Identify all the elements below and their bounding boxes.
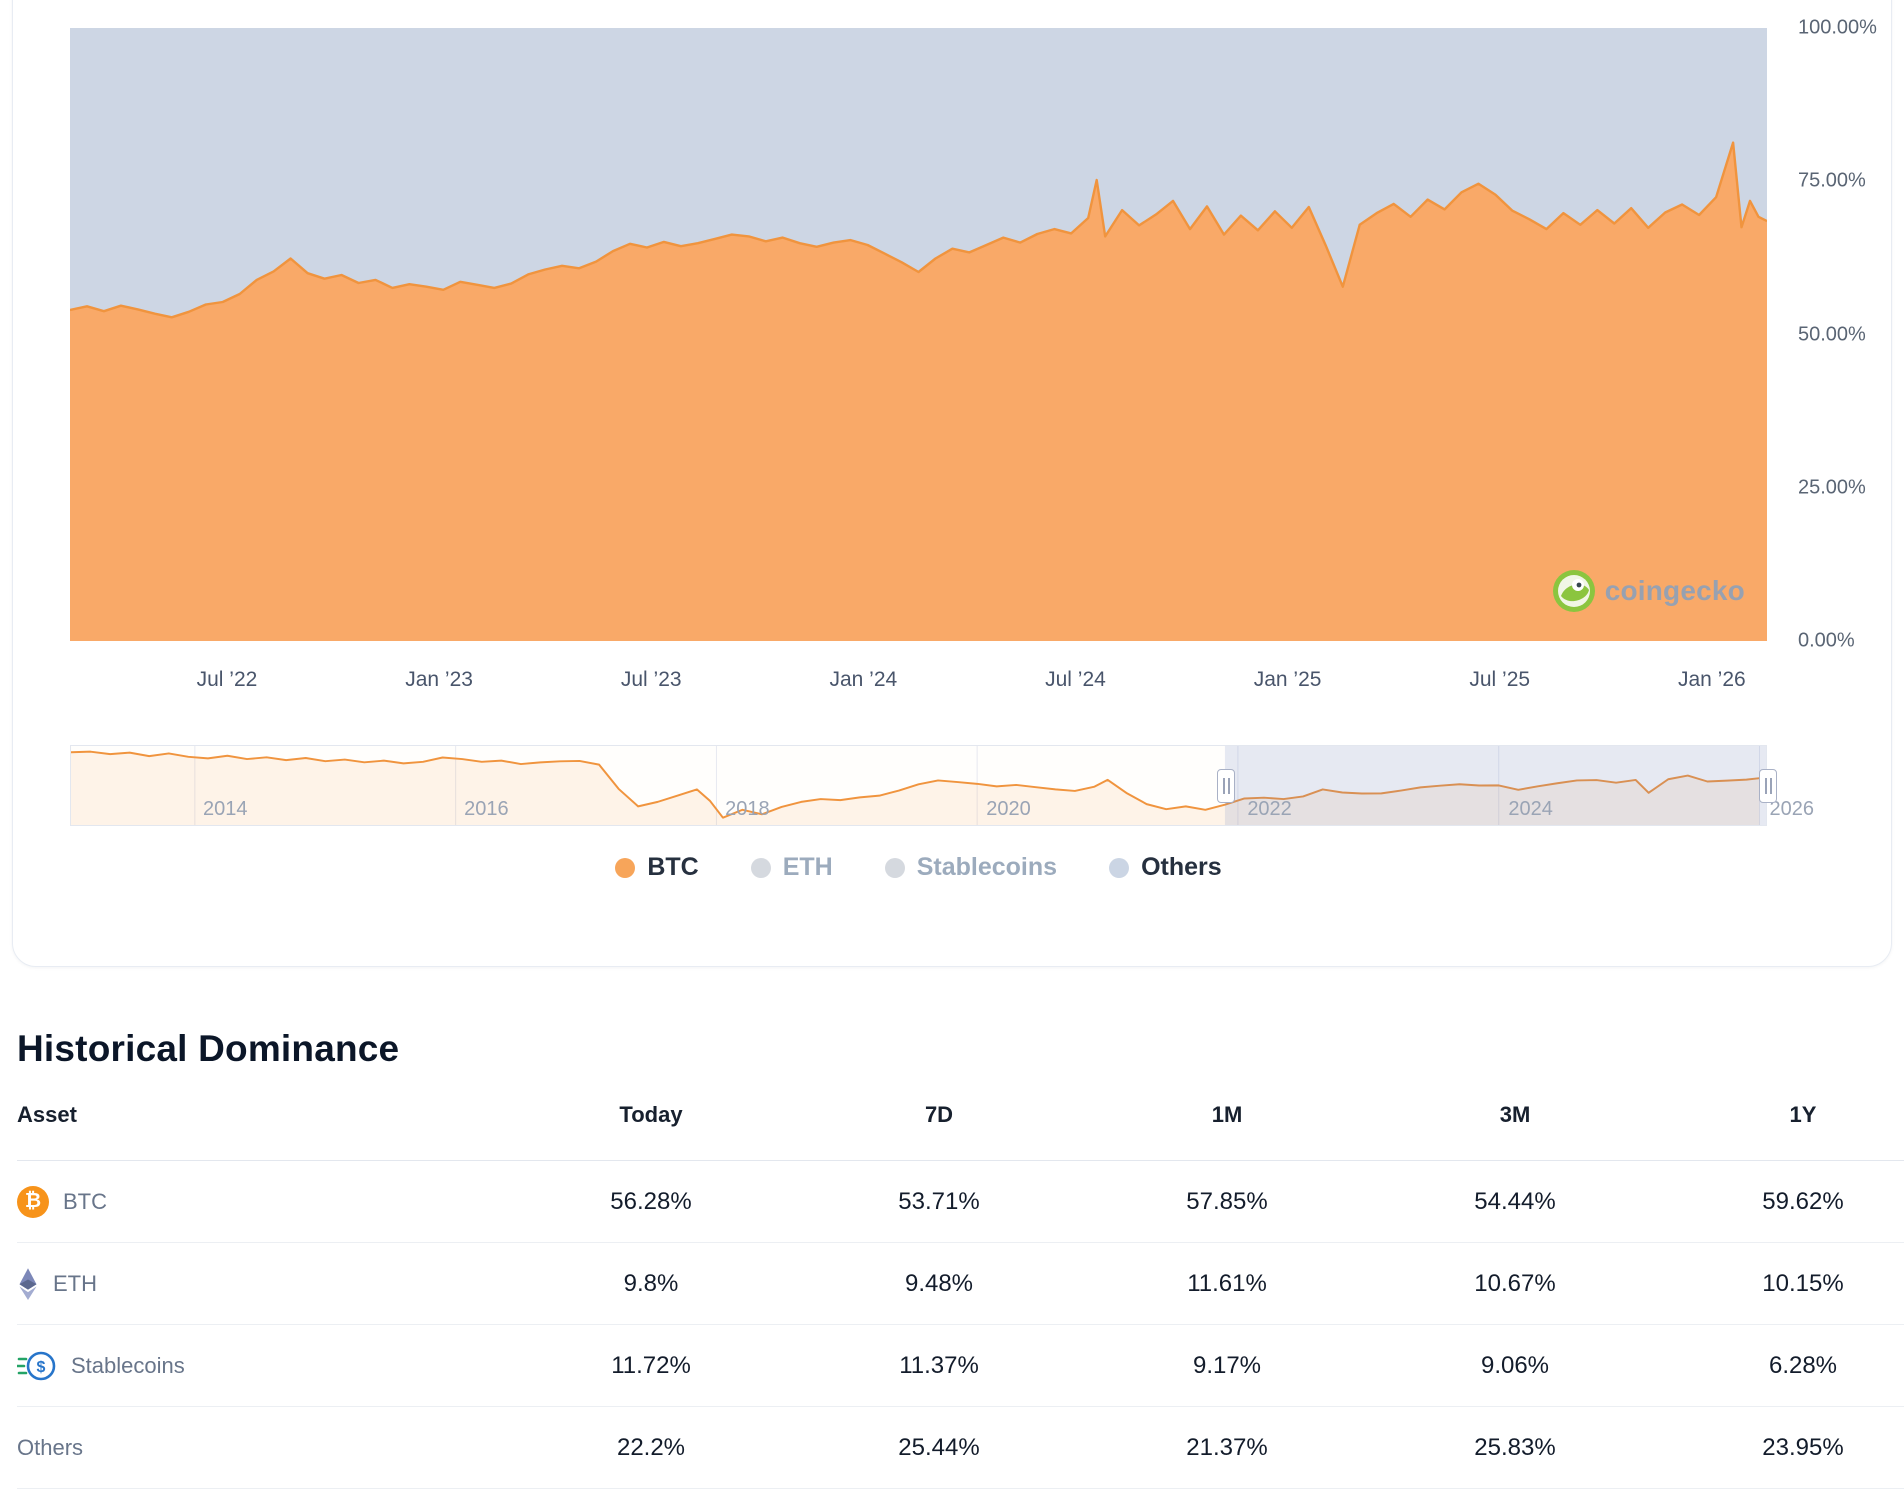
legend-item-others[interactable]: Others: [1109, 853, 1222, 882]
column-header-1m: 1M: [1211, 1102, 1243, 1127]
stablecoins-today-value: 11.72%: [611, 1351, 691, 1379]
stablecoins-3m-value: 9.06%: [1480, 1351, 1550, 1379]
x-axis-label: Jan ’24: [829, 668, 898, 691]
handle-grip: [1764, 778, 1767, 794]
navigator-year-label: 2026: [1769, 798, 1814, 820]
y-axis-label: 25.00%: [1798, 476, 1866, 499]
asset-label: Stablecoins: [71, 1352, 185, 1378]
legend-item-stablecoins[interactable]: Stablecoins: [884, 853, 1058, 882]
y-axis-label: 50.00%: [1798, 323, 1866, 345]
legend-label: Stablecoins: [916, 853, 1058, 881]
handle-grip: [1222, 778, 1225, 794]
dominance-area-chart[interactable]: [70, 28, 1767, 641]
btc-1y-value: 59.62%: [1762, 1187, 1844, 1215]
btc-legend-dot-icon: [615, 857, 636, 878]
table-row-eth: ETH 9.8% 9.48% 11.61% 10.67% 10.15%: [17, 1243, 1904, 1325]
others-1y-value: 23.95%: [1762, 1433, 1844, 1461]
btc-today-value: 56.28%: [610, 1187, 692, 1215]
column-header-3m: 3M: [1499, 1102, 1531, 1127]
others-legend-dot-icon: [1109, 857, 1130, 878]
btc-7d-value: 53.71%: [898, 1187, 980, 1215]
handle-grip: [1227, 778, 1230, 794]
table-row-btc: ₿ BTC 56.28% 53.71% 57.85% 54.44% 59.62%: [17, 1161, 1904, 1243]
x-axis-label: Jul ’23: [620, 668, 682, 691]
navigator-year-label: 2014: [203, 798, 248, 820]
navigator-selected-range[interactable]: [1224, 746, 1766, 825]
others-1m-value: 21.37%: [1186, 1433, 1268, 1461]
x-axis-label: Jul ’25: [1469, 668, 1531, 691]
eth-legend-dot-icon: [750, 857, 771, 878]
table-header-row: Asset Today 7D 1M 3M 1Y: [17, 1070, 1904, 1161]
navigator-handle-left[interactable]: [1217, 769, 1236, 803]
others-7d-value: 25.44%: [898, 1433, 980, 1461]
historical-dominance-title: Historical Dominance: [17, 1028, 400, 1069]
btc-1m-value: 57.85%: [1186, 1187, 1268, 1215]
btc-area-fill: [70, 142, 1767, 641]
asset-label: Others: [17, 1434, 84, 1460]
navigator-year-label: 2020: [986, 798, 1031, 820]
coingecko-logo-icon: [1552, 570, 1595, 612]
table-row-stablecoins: $ Stablecoins 11.72% 11.37% 9.17% 9.06% …: [17, 1325, 1904, 1407]
eth-3m-value: 10.67%: [1474, 1269, 1556, 1297]
handle-grip: [1769, 778, 1772, 794]
y-axis-label: 75.00%: [1798, 169, 1866, 192]
dominance-chart-card: 100.00% 75.00% 50.00% 25.00% 0.00% Jul ’22 Ja…: [12, 0, 1892, 967]
chart-legend: BTC ETH Stablecoins Others: [70, 853, 1767, 882]
stablecoins-1m-value: 9.17%: [1192, 1351, 1262, 1379]
coingecko-watermark: coingecko: [1552, 570, 1745, 612]
column-header-today: Today: [619, 1102, 683, 1127]
legend-label: ETH: [782, 853, 833, 881]
x-axis-label: Jul ’24: [1045, 668, 1106, 691]
navigator-area-fill: [71, 751, 1760, 825]
historical-dominance-section: Historical Dominance Asset Today 7D 1M 3…: [17, 1028, 1904, 1489]
navigator-year-label: 2022: [1247, 798, 1292, 820]
navigator-year-label: 2024: [1508, 798, 1553, 820]
asset-label: BTC: [63, 1188, 107, 1214]
eth-1y-value: 10.15%: [1762, 1269, 1844, 1297]
x-axis-label: Jan ’25: [1253, 668, 1322, 691]
navigator-year-label: 2016: [464, 798, 509, 820]
navigator-line: [71, 750, 1760, 819]
legend-item-eth[interactable]: ETH: [750, 853, 833, 882]
range-navigator[interactable]: 2014 2016 2018 2020 2022 2024 2026: [70, 745, 1814, 826]
y-axis-label: 100.00%: [1798, 16, 1877, 39]
x-axis-label: Jul ’22: [196, 668, 258, 691]
btc-icon: ₿: [17, 1185, 49, 1218]
table-row-others: Others 22.2% 25.44% 21.37% 25.83% 23.95%: [17, 1407, 1904, 1489]
legend-label: BTC: [647, 853, 699, 881]
legend-label: Others: [1141, 853, 1222, 881]
stablecoin-icon: $: [17, 1351, 56, 1380]
stablecoins-1y-value: 6.28%: [1768, 1351, 1838, 1379]
column-header-7d: 7D: [924, 1102, 954, 1127]
navigator-chart[interactable]: [71, 746, 1766, 825]
stablecoins-7d-value: 11.37%: [899, 1351, 979, 1379]
btc-line: [70, 141, 1767, 319]
column-header-1y: 1Y: [1789, 1102, 1817, 1127]
eth-7d-value: 9.48%: [904, 1269, 974, 1297]
y-axis-label: 0.00%: [1798, 629, 1855, 652]
eth-1m-value: 11.61%: [1187, 1269, 1267, 1297]
btc-3m-value: 54.44%: [1474, 1187, 1556, 1215]
svg-text:$: $: [37, 1359, 46, 1376]
eth-today-value: 9.8%: [623, 1269, 679, 1297]
x-axis-label: Jan ’23: [405, 668, 473, 691]
others-today-value: 22.2%: [616, 1433, 686, 1461]
eth-icon: [19, 1267, 37, 1300]
navigator-year-label: 2018: [725, 798, 770, 820]
others-3m-value: 25.83%: [1474, 1433, 1556, 1461]
watermark-label: coingecko: [1604, 575, 1745, 606]
asset-label: ETH: [53, 1270, 97, 1296]
navigator-handle-right[interactable]: [1759, 769, 1777, 803]
stablecoins-legend-dot-icon: [884, 857, 905, 878]
column-header-asset: Asset: [17, 1102, 77, 1127]
x-axis-label: Jan ’26: [1677, 668, 1746, 691]
historical-dominance-table: Asset Today 7D 1M 3M 1Y ₿ BTC 56.28% 53.…: [17, 1070, 1904, 1489]
legend-item-btc[interactable]: BTC: [615, 853, 699, 882]
